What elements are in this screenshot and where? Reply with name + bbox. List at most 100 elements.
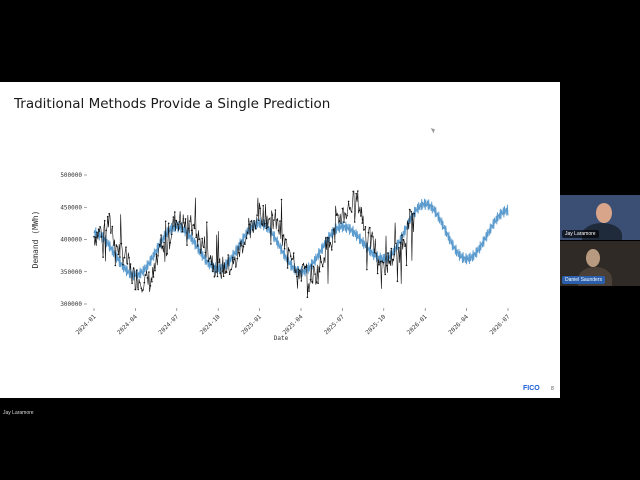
actual-data-point <box>300 280 303 282</box>
participant-video-tile[interactable]: Jay Laramore <box>560 195 640 240</box>
actual-data-point <box>355 192 358 195</box>
actual-data-point <box>332 229 335 231</box>
actual-data-point <box>181 230 184 233</box>
actual-data-point <box>161 245 164 248</box>
actual-data-point <box>183 221 185 224</box>
actual-data-point <box>370 235 373 237</box>
actual-data-point <box>177 223 179 226</box>
actual-data-point <box>390 247 393 250</box>
actual-data-point <box>167 222 170 225</box>
actual-data-point <box>210 263 213 266</box>
demand-chart: 500000 450000 400000 350000 300000 2024-01 202… <box>31 172 512 342</box>
actual-data-point <box>259 207 262 210</box>
actual-data-point <box>219 272 222 274</box>
actual-data-point <box>225 271 228 274</box>
actual-data-point <box>247 232 249 234</box>
actual-data-point <box>105 229 107 232</box>
actual-data-point <box>262 204 265 207</box>
actual-data-point <box>384 273 387 276</box>
participant-name-tag: Daniel Saunders <box>562 276 605 284</box>
y-tick-label: 400000 <box>60 237 82 244</box>
actual-data-point <box>305 266 307 268</box>
actual-data-point <box>279 220 281 222</box>
y-tick-label: 500000 <box>60 172 82 179</box>
actual-data-point <box>268 218 271 220</box>
actual-data-point <box>398 247 400 249</box>
actual-data-point <box>352 190 355 193</box>
actual-data-point <box>318 270 321 273</box>
actual-data-point <box>346 214 348 217</box>
actual-series-line <box>93 190 415 298</box>
actual-data-point <box>369 227 371 229</box>
actual-data-point <box>375 252 377 255</box>
actual-data-point <box>110 232 112 234</box>
y-tick-label: 450000 <box>60 204 82 211</box>
actual-data-point <box>404 245 406 247</box>
actual-data-point <box>126 263 129 265</box>
actual-data-point <box>123 256 126 259</box>
actual-data-point <box>309 278 312 281</box>
actual-data-point <box>285 238 287 241</box>
actual-data-point <box>276 219 278 221</box>
actual-data-point <box>337 214 339 216</box>
actual-data-point <box>413 212 416 215</box>
actual-data-point <box>271 214 274 216</box>
actual-data-point <box>236 257 239 260</box>
actual-data-point <box>180 223 182 225</box>
actual-data-point <box>178 221 181 223</box>
actual-data-point <box>241 244 243 247</box>
actual-data-point <box>103 219 106 222</box>
actual-data-point <box>286 267 289 269</box>
presentation-slide: Traditional Methods Provide a Single Pre… <box>0 82 560 398</box>
actual-data-point <box>222 275 225 277</box>
actual-data-point <box>407 222 409 225</box>
actual-data-point <box>378 263 380 266</box>
actual-data-point <box>250 220 252 223</box>
actual-data-point <box>117 253 120 256</box>
actual-data-point <box>280 198 283 201</box>
x-tick-label: 2024-07 <box>157 313 180 336</box>
actual-data-point <box>102 256 104 258</box>
actual-data-point <box>184 218 187 220</box>
actual-data-point <box>405 264 408 267</box>
actual-data-point <box>410 210 412 213</box>
actual-data-point <box>164 220 167 223</box>
actual-data-point <box>120 242 123 245</box>
x-tick-label: 2024-01 <box>75 313 98 336</box>
actual-data-point <box>251 229 254 231</box>
participant-face <box>586 249 600 267</box>
actual-data-point <box>213 276 216 278</box>
actual-data-point <box>209 257 211 260</box>
y-axis-label: Demand (MWh) <box>31 211 40 269</box>
actual-data-point <box>137 288 139 291</box>
actual-data-point <box>221 270 223 272</box>
actual-data-point <box>160 234 162 236</box>
actual-data-point <box>125 246 127 248</box>
actual-data-point <box>157 255 159 257</box>
actual-data-point <box>233 258 236 261</box>
participant-video-tile[interactable]: Daniel Saunders <box>560 241 640 286</box>
actual-data-point <box>338 220 341 222</box>
actual-data-point <box>361 222 364 224</box>
actual-data-point <box>357 190 359 192</box>
actual-data-point <box>215 271 217 273</box>
actual-data-point <box>366 268 368 271</box>
actual-data-point <box>297 268 300 271</box>
actual-data-point <box>393 253 396 256</box>
actual-data-point <box>401 234 403 236</box>
actual-data-point <box>143 281 146 284</box>
forecast-series-line <box>93 198 509 281</box>
actual-data-point <box>158 243 161 246</box>
slide-title: Traditional Methods Provide a Single Pre… <box>14 96 331 112</box>
x-tick-label: 2025-10 <box>364 313 387 336</box>
actual-data-point <box>323 257 326 259</box>
actual-data-point <box>273 219 275 221</box>
actual-data-point <box>195 236 197 239</box>
actual-data-point <box>294 271 297 273</box>
actual-data-point <box>277 229 280 232</box>
actual-data-point <box>238 251 240 254</box>
actual-data-point <box>326 236 329 239</box>
actual-data-point <box>128 257 130 259</box>
participant-face <box>596 203 612 223</box>
actual-data-point <box>135 269 138 271</box>
